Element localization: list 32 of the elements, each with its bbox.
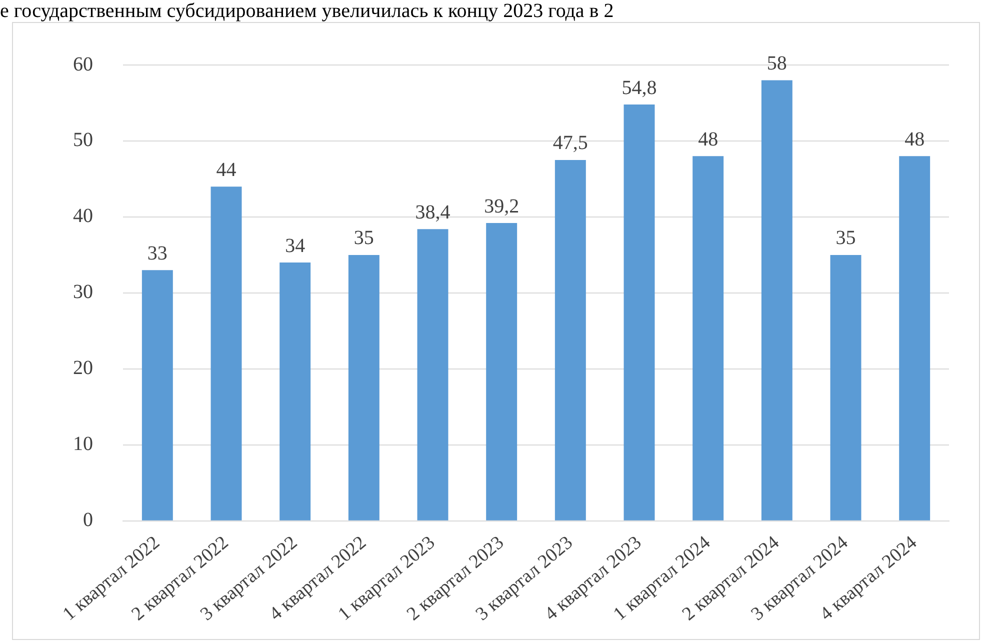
bar	[830, 254, 862, 520]
y-tick-label: 20	[73, 357, 93, 380]
y-tick-label: 50	[73, 129, 93, 152]
y-tick-label: 60	[73, 53, 93, 76]
y-tick-label: 40	[73, 205, 93, 228]
bar	[624, 104, 655, 520]
data-label: 39,2	[484, 195, 520, 218]
data-label: 47,5	[552, 132, 588, 154]
y-tick-label: 30	[73, 281, 93, 304]
bar	[486, 223, 518, 520]
data-label: 35	[354, 227, 374, 250]
data-label: 58	[766, 52, 787, 74]
y-tick-label: 0	[83, 509, 93, 532]
data-label: 38,4	[415, 201, 450, 224]
bar	[280, 262, 311, 520]
data-label: 54,8	[622, 76, 657, 99]
bar	[348, 254, 380, 520]
bar	[417, 229, 448, 520]
bar	[210, 186, 242, 520]
text: е государственным субсидированием увеличилась к концу 2023 года в 2	[0, 0, 615, 22]
bar	[761, 80, 792, 520]
bar	[692, 156, 724, 520]
y-tick-label: 10	[73, 433, 93, 456]
bar	[899, 156, 930, 520]
data-label: 48	[698, 128, 718, 150]
data-label: 35	[836, 227, 856, 250]
bar	[554, 160, 586, 520]
data-label: 33	[147, 242, 168, 264]
data-label: 44	[216, 158, 236, 181]
data-label: 34	[285, 234, 306, 257]
bar	[142, 270, 173, 520]
data-label: 48	[904, 128, 925, 150]
